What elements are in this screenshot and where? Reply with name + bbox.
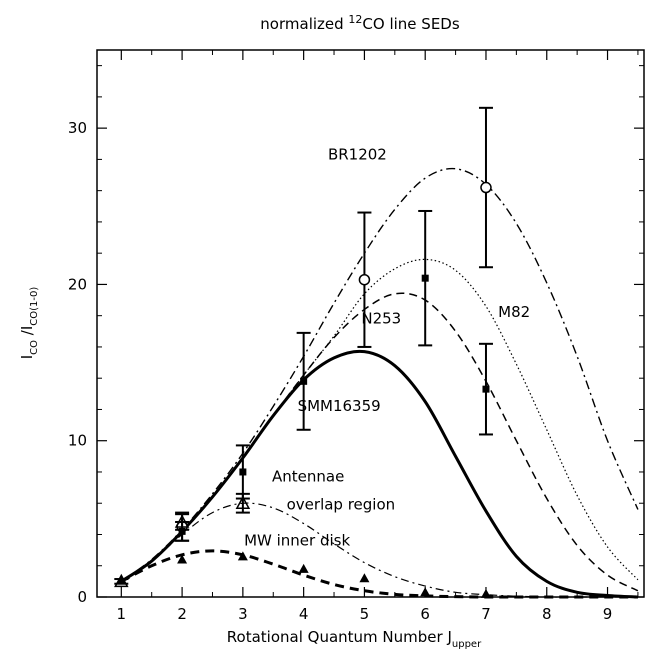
series-antennae-overlap-region bbox=[120, 502, 638, 598]
label-br1202: BR1202 bbox=[328, 145, 387, 163]
series-mw-inner-disk bbox=[120, 549, 638, 599]
series-n253 bbox=[120, 292, 639, 592]
series-m82 bbox=[120, 258, 639, 582]
label-overlap: overlap region bbox=[287, 495, 396, 513]
annotations-layer: BR1202 M82 N253 SMM16359 Antennae overlap reg… bbox=[244, 145, 530, 549]
marker-filled-square bbox=[300, 377, 308, 385]
y-tick-label: 20 bbox=[68, 275, 87, 293]
x-tick-label: 9 bbox=[603, 605, 613, 623]
marker-filled-square bbox=[421, 274, 429, 282]
marker-filled-square bbox=[239, 468, 247, 476]
x-tick-label: 6 bbox=[420, 605, 430, 623]
x-tick-label: 8 bbox=[542, 605, 552, 623]
y-tick-label: 10 bbox=[68, 432, 87, 450]
x-tick-label: 4 bbox=[299, 605, 309, 623]
x-axis-label: Rotational Quantum Number Jupper bbox=[227, 628, 482, 650]
label-antennae: Antennae bbox=[272, 467, 344, 485]
x-tick-label: 5 bbox=[360, 605, 370, 623]
marker-filled-square bbox=[482, 385, 490, 393]
ticks-layer: 1 2 3 4 5 6 7 8 9 0 10 20 30 bbox=[68, 50, 644, 623]
label-mw: MW inner disk bbox=[244, 531, 350, 549]
marker-open-triangle bbox=[174, 514, 190, 528]
plot-frame bbox=[96, 49, 645, 598]
x-tick-label: 3 bbox=[238, 605, 248, 623]
label-m82: M82 bbox=[498, 303, 530, 321]
marker-filled-triangle bbox=[116, 574, 127, 584]
marker-open-triangle bbox=[235, 495, 251, 509]
curves-layer bbox=[120, 167, 639, 599]
points-layer bbox=[114, 106, 493, 598]
label-n253: N253 bbox=[361, 310, 401, 328]
marker-filled-triangle bbox=[298, 563, 309, 573]
y-axis-label: ICO /ICO(1-0) bbox=[18, 287, 40, 360]
x-tick-label: 2 bbox=[177, 605, 187, 623]
marker-open-circle bbox=[358, 273, 371, 286]
marker-filled-triangle bbox=[237, 551, 248, 561]
x-tick-label: 1 bbox=[117, 605, 127, 623]
chart-title: normalized 12CO line SEDs bbox=[260, 13, 460, 33]
series-smm16359 bbox=[120, 349, 638, 599]
series-br1202 bbox=[120, 167, 639, 582]
y-tick-label: 0 bbox=[77, 588, 87, 606]
marker-filled-square bbox=[178, 527, 186, 535]
y-tick-label: 30 bbox=[68, 119, 87, 137]
x-tick-label: 7 bbox=[481, 605, 491, 623]
marker-filled-triangle bbox=[359, 573, 370, 583]
marker-filled-triangle bbox=[177, 554, 188, 564]
marker-open-circle bbox=[480, 181, 492, 194]
label-smm16359: SMM16359 bbox=[298, 397, 381, 415]
